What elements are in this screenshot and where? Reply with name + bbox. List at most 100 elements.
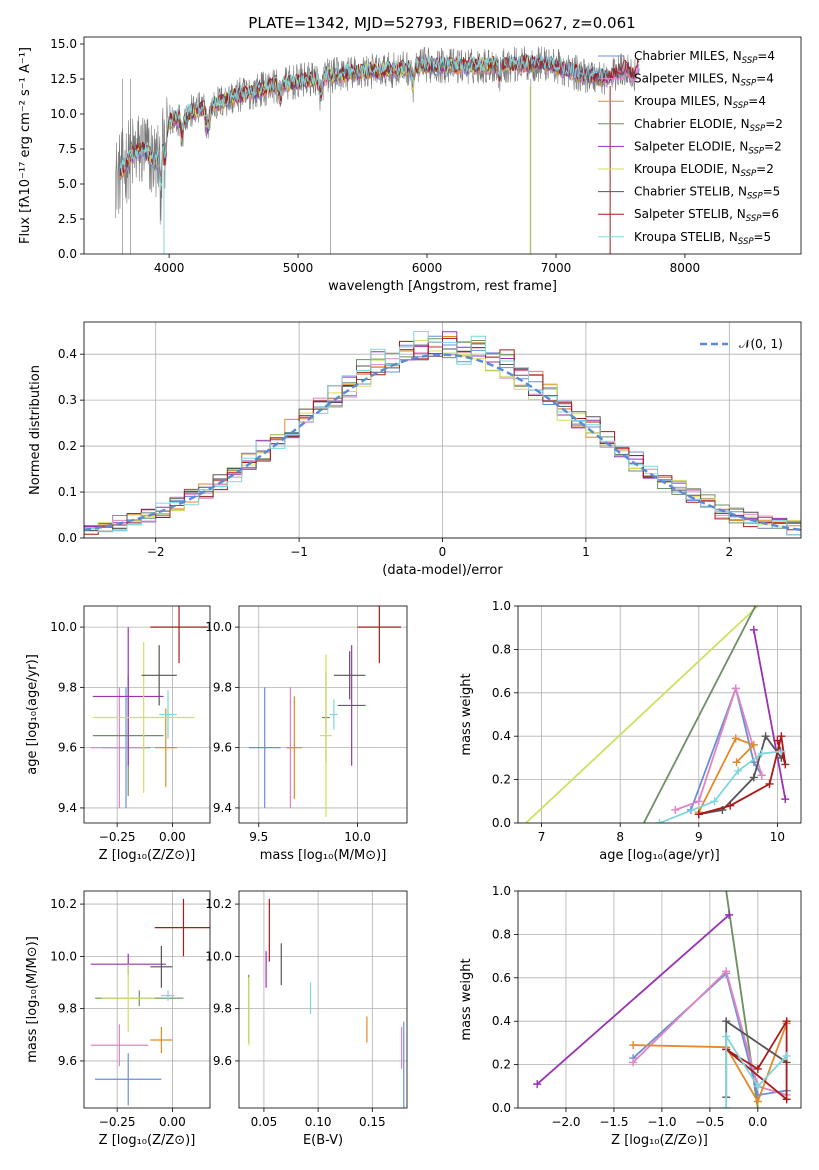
legend-label-kroupa-miles: Kroupa MILES, NSSP=4	[634, 94, 766, 111]
plot-area	[248, 898, 405, 1108]
figure-title: PLATE=1342, MJD=52793, FIBERID=0627, z=0…	[248, 14, 635, 32]
weight-marker-salpeter-stelib	[765, 779, 774, 788]
weight-marker-salpeter-miles	[629, 1058, 638, 1067]
x-tick-label: 9.5	[249, 830, 268, 844]
panel-mass-vs-Z: −0.25 0.00 9.6 9.8 10.0 10.2 Z [log₁₀(Z/Z⊙)] ma…	[25, 890, 211, 1148]
y-axis-label: Normed distribution	[28, 365, 43, 495]
x-tick-label: 7000	[541, 261, 572, 275]
weight-marker-kroupa-stelib	[722, 1032, 731, 1041]
model-line-kroupa-stelib	[119, 54, 611, 189]
y-tick-label: 12.5	[50, 72, 77, 86]
y-tick-label: 9.4	[213, 801, 232, 815]
weight-marker-salpeter-elodie	[749, 625, 758, 634]
y-axis-label: mass [log₁₀(M/M⊙)]	[25, 936, 40, 1063]
errorbar-kroupa-stelib	[329, 699, 338, 730]
plot-area	[533, 891, 791, 1108]
plot-area	[90, 898, 210, 1106]
weight-marker-kroupa-miles	[732, 758, 741, 767]
y-tick-label: 9.8	[58, 1002, 77, 1016]
errorbar-chabrier-miles	[95, 1053, 162, 1106]
y-tick-label: 0.0	[492, 816, 511, 830]
legend-label-chabrier-miles: Chabrier MILES, NSSP=4	[634, 49, 775, 66]
weight-marker-salpeter-elodie	[533, 1080, 542, 1089]
axes-frame	[238, 890, 408, 1109]
weight-marker-salpeter-miles	[757, 771, 766, 780]
weight-marker-kroupa-stelib	[777, 747, 786, 756]
errorbar-salpeter-stelib	[150, 606, 208, 664]
y-tick-label: 15.0	[50, 37, 77, 51]
legend-label-normal: 𝒩(0, 1)	[739, 337, 783, 351]
weight-marker-kroupa-stelib	[655, 819, 664, 823]
errorbar-kroupa-elodie	[101, 964, 155, 1033]
x-axis-label: Z [log₁₀(Z/Z⊙)]	[611, 1133, 708, 1148]
x-axis-label: age [log₁₀(age/yr)]	[599, 848, 720, 863]
y-tick-label: 9.6	[58, 741, 77, 755]
axes: −0.25 0.00 9.4 9.6 9.8 10.0 Z [log₁₀(Z/Z⊙)] age…	[25, 605, 211, 863]
errorbar-kroupa-elodie	[92, 642, 195, 793]
x-tick-label: 0.15	[359, 1115, 386, 1129]
x-tick-label: 0	[439, 545, 447, 559]
panel-age-vs-Z: −0.25 0.00 9.4 9.6 9.8 10.0 Z [log₁₀(Z/Z⊙)] age…	[25, 605, 211, 863]
weight-marker-salpeter-stelib	[753, 1064, 762, 1073]
x-tick-label: −2	[147, 545, 165, 559]
y-tick-label: 0.3	[58, 393, 77, 407]
weight-marker-kroupa-stelib	[722, 1104, 731, 1108]
errorbar-chabrier-miles	[248, 687, 281, 808]
y-tick-label: 5.0	[58, 177, 77, 191]
y-tick-label: 1.0	[492, 599, 511, 613]
plot-area	[525, 606, 790, 823]
y-tick-label: 0.0	[492, 1101, 511, 1115]
y-tick-label: 9.6	[213, 741, 232, 755]
weight-line-kroupa-stelib	[725, 1033, 788, 1108]
y-tick-label: 10.2	[50, 897, 77, 911]
y-tick-label: 0.4	[58, 347, 77, 361]
weight-marker-kroupa-stelib	[753, 1082, 762, 1091]
axes: 9.5 10.0 9.4 9.6 9.8 10.0 mass [log₁₀(M/M⊙)]	[205, 605, 408, 863]
axes: 7 8 9 10 0.0 0.2 0.4 0.6 0.8 1.0 age [log₁₀(age/yr…	[459, 599, 802, 863]
weight-marker-chabrier-stelib	[749, 773, 758, 782]
y-axis-label: mass weight	[459, 673, 474, 755]
plot-area	[248, 606, 402, 817]
weight-line-chabrier-elodie	[642, 606, 757, 823]
x-tick-label: 10.0	[344, 830, 371, 844]
x-tick-label: −2.0	[551, 1115, 580, 1129]
weight-marker-kroupa-miles	[753, 1097, 762, 1106]
errorbar-kroupa-stelib	[159, 690, 177, 739]
x-axis-label: (data-model)/error	[382, 563, 503, 578]
weight-marker-salpeter-stelib	[773, 736, 782, 745]
weight-marker-kroupa-stelib	[710, 797, 719, 806]
y-tick-label: 9.6	[213, 1054, 232, 1068]
weight-marker-salpeter-stelib	[782, 1017, 791, 1026]
plot-area	[84, 331, 801, 538]
errorbar-kroupa-miles	[150, 1026, 173, 1054]
weight-marker-salpeter-stelib	[694, 810, 703, 819]
x-tick-label: 4000	[154, 261, 185, 275]
y-tick-label: 0.1	[58, 485, 77, 499]
y-tick-label: 9.4	[58, 801, 77, 815]
y-tick-label: 10.0	[205, 949, 232, 963]
weight-marker-salpeter-miles	[671, 805, 680, 814]
axes: 0.05 0.10 0.15 9.6 9.8 10.0 10.2 E(B-V)	[205, 890, 408, 1148]
weight-line-salpeter-miles	[674, 685, 763, 811]
weight-marker-chabrier-stelib	[722, 1017, 731, 1026]
y-tick-label: 0.8	[492, 642, 511, 656]
weight-marker-kroupa-miles	[749, 740, 758, 749]
y-tick-label: 9.6	[58, 1054, 77, 1068]
data-spectrum-line	[114, 46, 636, 225]
panel-weight-vs-age: 7 8 9 10 0.0 0.2 0.4 0.6 0.8 1.0 age [log₁₀(age/yr…	[459, 599, 802, 863]
x-tick-label: −0.25	[99, 830, 136, 844]
x-tick-label: 8000	[670, 261, 701, 275]
weight-line-chabrier-miles	[690, 685, 763, 811]
weight-marker-salpeter-stelib	[781, 760, 790, 769]
y-tick-label: 1.0	[492, 884, 511, 898]
x-axis-label: Z [log₁₀(Z/Z⊙)]	[99, 1133, 196, 1148]
y-tick-label: 2.5	[58, 212, 77, 226]
weight-marker-kroupa-stelib	[757, 749, 766, 758]
y-tick-label: 0.2	[58, 439, 77, 453]
errorbar-kroupa-elodie	[320, 654, 332, 817]
legend-label-kroupa-elodie: Kroupa ELODIE, NSSP=2	[634, 162, 774, 179]
x-tick-label: 2	[725, 545, 733, 559]
weight-marker-kroupa-miles	[731, 734, 740, 743]
y-tick-label: 0.6	[492, 686, 511, 700]
